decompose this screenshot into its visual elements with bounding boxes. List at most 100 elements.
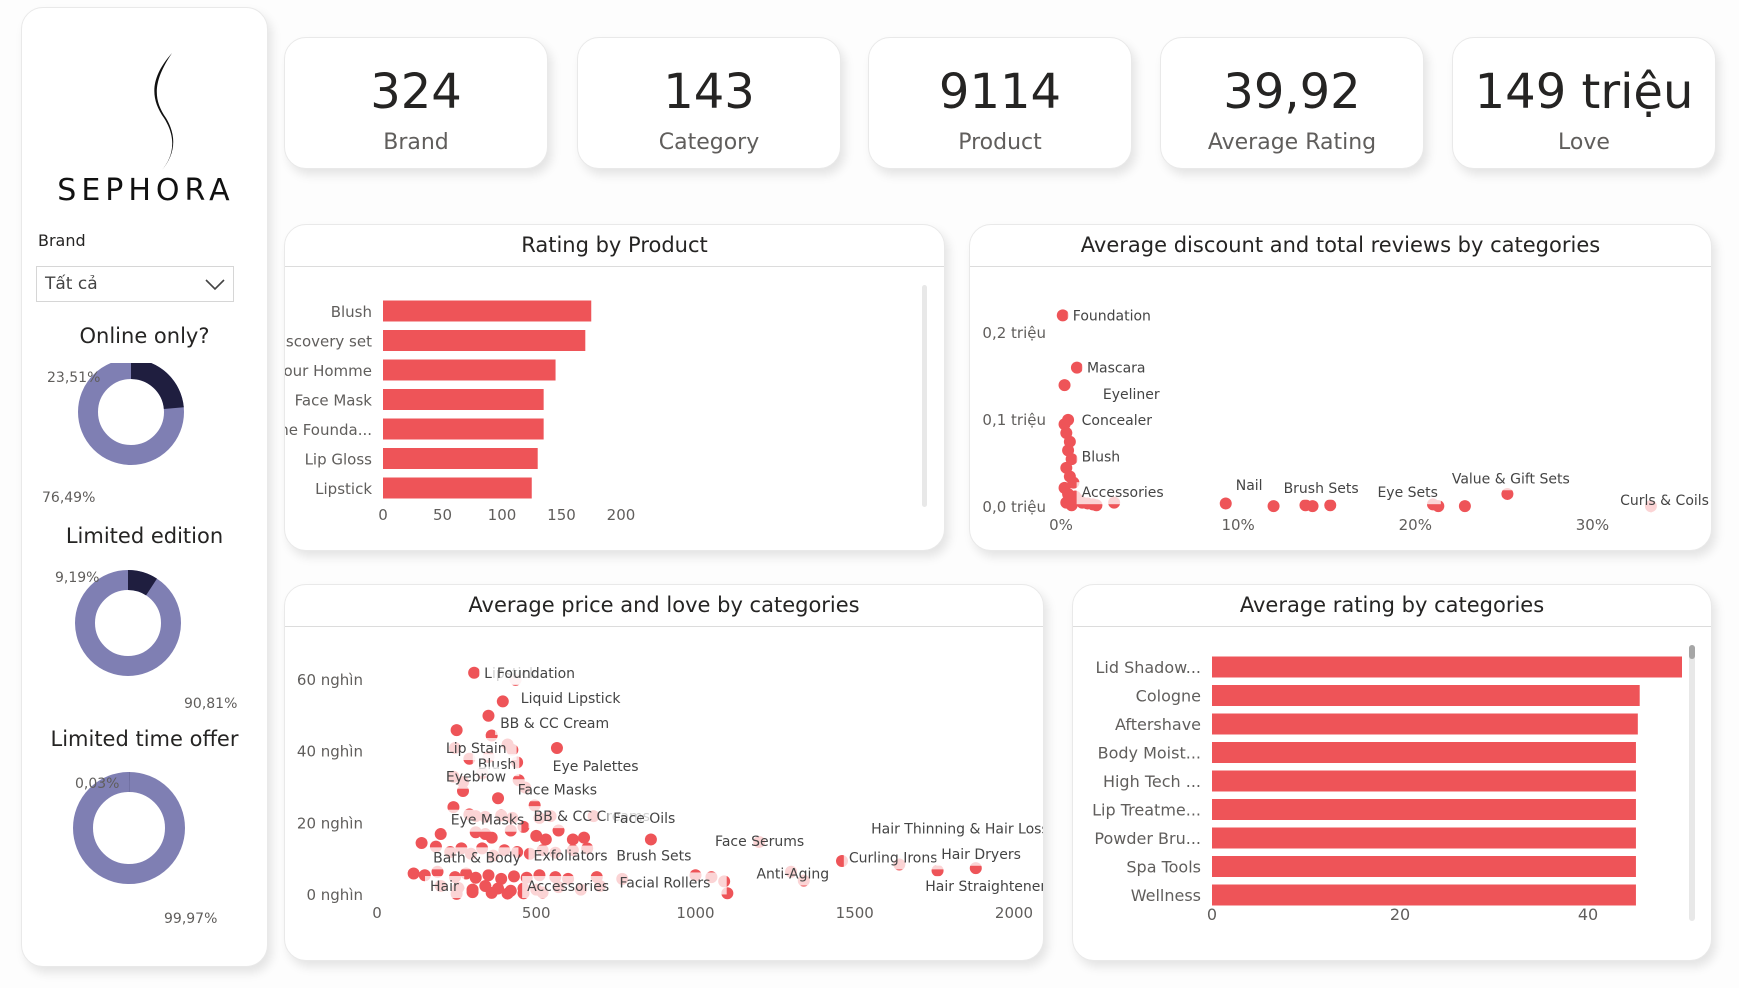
x-tick-label: 10% (1221, 516, 1254, 534)
rating-by-product-card: Rating by Product Blush Discovery set Pour… (284, 224, 945, 551)
brand-filter-value: Tất cả (45, 274, 98, 294)
kpi-brand-label: Brand (383, 130, 449, 155)
data-label: Face Masks (518, 782, 597, 798)
x-tick-label: 100 (488, 506, 517, 524)
kpi-category-label: Category (658, 130, 760, 155)
x-tick-label: 2000 (995, 904, 1033, 922)
bar-category-label: Lip Gloss (305, 451, 373, 469)
scatter-point (539, 833, 552, 846)
kpi-product-card: 9114 Product (868, 37, 1132, 169)
kpi-brand-card: 324 Brand (284, 37, 548, 169)
divider (970, 266, 1711, 267)
donut-true-slice (75, 570, 181, 676)
data-label: Accessories (527, 879, 609, 895)
brand-filter-dropdown[interactable]: Tất cả (36, 266, 234, 302)
bar-category-label: Blush (331, 303, 372, 321)
scrollbar[interactable] (1689, 645, 1695, 921)
scrollbar-thumb[interactable] (1689, 645, 1695, 659)
data-label: Mascara (1087, 361, 1146, 377)
data-label-bg (515, 687, 636, 710)
x-tick-label: 50 (433, 506, 452, 524)
price-love-card: Average price and love by categories 0 50… (284, 584, 1044, 961)
data-label-bg (428, 847, 519, 870)
data-label: Brush Sets (1284, 481, 1359, 497)
bar-category-label: Pour Homme (285, 362, 372, 380)
bar-category-label: Powder Bru... (1094, 829, 1201, 848)
limited-edition-true-pct: 9,19% (55, 570, 100, 586)
data-label: Hair (430, 879, 459, 895)
avg-rating-categories-card: Average rating by categories Lid Shadow.… (1072, 584, 1712, 961)
bar (1212, 884, 1636, 906)
data-label-bg (936, 843, 1027, 866)
bar (383, 418, 544, 440)
data-label: Concealer (1082, 413, 1153, 429)
scatter-point (1067, 476, 1080, 489)
data-label: Hair Dryers (941, 847, 1021, 863)
divider (285, 626, 1043, 627)
scatter-point (1458, 500, 1471, 513)
kpi-love-label: Love (1558, 130, 1610, 155)
data-label-bg (1446, 468, 1581, 491)
chevron-down-icon (205, 279, 225, 291)
scatter-point (469, 871, 482, 884)
price-love-chart: 0 500 1000 1500 2000 0 nghìn 20 nghìn 40 nghìn 6… (297, 662, 1043, 922)
bar (1212, 827, 1636, 849)
data-label: BB & CC Cream (500, 716, 609, 732)
data-label-bg (710, 831, 801, 854)
scatter-point (1501, 487, 1514, 500)
bar (383, 389, 544, 410)
data-label: Brush Sets (616, 849, 691, 865)
divider (285, 266, 944, 267)
x-tick-label: 1500 (836, 904, 874, 922)
scrollbar[interactable] (922, 285, 927, 507)
data-label: Face Serums (715, 834, 804, 850)
sidebar-panel: SEPHORA Brand Tất cả Online only? 23,51%… (21, 7, 268, 967)
brand-filter-label: Brand (38, 231, 86, 250)
data-label-bg (1076, 482, 1167, 505)
kpi-love-value: 149 triệu (1474, 64, 1694, 120)
scatter-point (434, 828, 447, 841)
data-label-bg (522, 876, 613, 899)
bar (1212, 713, 1638, 735)
bar (383, 477, 532, 499)
online-only-title: Online only? (79, 324, 210, 348)
scatter-point (1065, 499, 1078, 512)
data-label: Liquid Lipstick (521, 691, 622, 707)
x-tick-label: 0% (1049, 516, 1073, 534)
kpi-product-value: 9114 (938, 64, 1062, 120)
y-tick-label: 40 nghìn (297, 743, 363, 761)
data-label: Bath & Body (433, 850, 521, 866)
online-only-donut (78, 363, 184, 465)
data-label: Facial Rollers (620, 875, 711, 891)
bar (1212, 799, 1636, 820)
bar (1212, 770, 1636, 792)
bar-category-label: Lid Shadow... (1095, 658, 1201, 677)
scatter-point (566, 833, 579, 846)
data-label: Nail (1236, 478, 1263, 494)
sephora-logo-icon: SEPHORA (57, 53, 230, 208)
scatter-point (578, 831, 591, 844)
data-label-bg (843, 847, 949, 870)
scatter-point (407, 867, 420, 880)
bar-category-label: Discovery set (285, 333, 372, 351)
data-label: Hair Straighteners & Flat Irons (925, 879, 1043, 895)
data-label: Eye Masks (451, 813, 525, 829)
y-tick-label: 0 nghìn (306, 886, 363, 904)
bar (383, 330, 586, 351)
x-tick-label: 0 (378, 506, 388, 524)
data-label-bg (495, 712, 600, 735)
scatter-point (468, 666, 481, 679)
data-label-bg (751, 863, 835, 886)
y-tick-label: 20 nghìn (297, 814, 363, 832)
scatter-point (492, 792, 505, 805)
online-only-false-pct: 76,49% (42, 490, 96, 506)
scatter-point (482, 869, 495, 882)
scatter-point (550, 742, 563, 755)
data-label: Foundation (497, 666, 575, 682)
price-love-title: Average price and love by categories (468, 593, 860, 617)
data-label: Curls & Coils (1620, 493, 1709, 509)
scatter-point (1267, 500, 1280, 513)
scatter-point (1070, 361, 1083, 374)
data-label: Value & Gift Sets (1452, 471, 1570, 487)
scatter-point (501, 887, 514, 900)
